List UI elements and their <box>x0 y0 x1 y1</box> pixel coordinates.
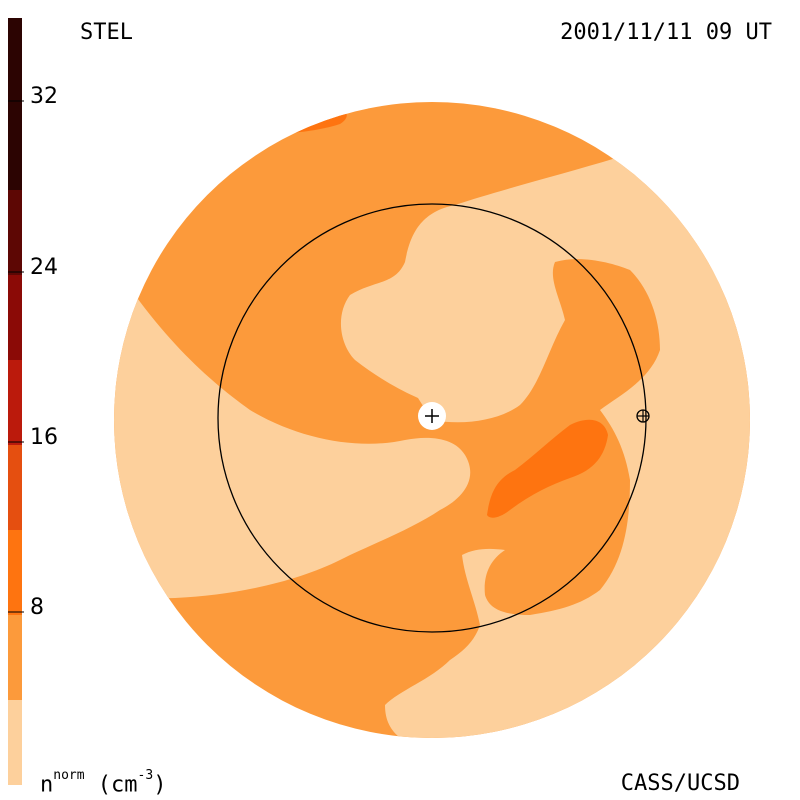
region-upper-right <box>340 102 750 738</box>
colorbar-segment-2 <box>8 615 22 700</box>
credit-label: CASS/UCSD <box>620 771 740 796</box>
unit-label: nnorm (cm-3) <box>40 769 167 798</box>
colorbar-label-24: 24 <box>30 255 58 280</box>
earth-marker <box>636 409 650 423</box>
instrument-label: STEL <box>80 20 133 45</box>
unit-suffix: (cm <box>84 772 138 798</box>
colorbar-segment-3 <box>8 530 22 615</box>
earth-orbit <box>217 203 647 633</box>
colorbar-segment-5 <box>8 360 22 445</box>
region-left <box>114 285 471 600</box>
colorbar-segment-8 <box>8 18 22 190</box>
colorbar-segment-7 <box>8 190 22 275</box>
colorbar-segment-6 <box>8 275 22 360</box>
unit-base: n <box>40 772 54 798</box>
colorbar-segment-4 <box>8 445 22 530</box>
unit-super: norm <box>53 768 85 783</box>
colorbar-label-16: 16 <box>30 425 58 450</box>
colorbar-segment-1 <box>8 700 22 785</box>
colorbar <box>8 18 24 785</box>
unit-exponent: -3 <box>137 768 154 783</box>
colorbar-label-8: 8 <box>30 595 44 620</box>
unit-close: ) <box>153 772 167 798</box>
region-notch <box>228 418 262 427</box>
region-streak-right <box>487 419 608 518</box>
colorbar-label-32: 32 <box>30 84 58 109</box>
sun-marker <box>418 402 446 430</box>
timestamp-label: 2001/11/11 09 UT <box>560 20 772 45</box>
